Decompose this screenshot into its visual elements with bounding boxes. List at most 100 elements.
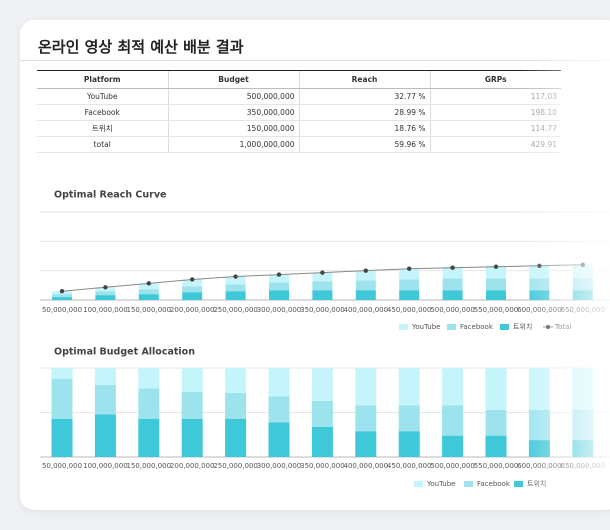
- chart-title: Optimal Reach Curve: [54, 190, 166, 201]
- bar-segment: [485, 368, 507, 410]
- bar-segment: [355, 405, 377, 432]
- bar-segment: [51, 378, 73, 419]
- table-cell: 18.76 %: [298, 120, 430, 137]
- bar-segment: [485, 435, 507, 457]
- total-point: [493, 264, 499, 269]
- bar-segment: [312, 281, 333, 291]
- legend-label: YouTube: [411, 323, 440, 331]
- page-title: 온라인 영상 최적 예산 배분 결과: [38, 38, 244, 56]
- bar-segment: [225, 368, 247, 393]
- table-cell: total: [37, 136, 168, 153]
- bar-segment: [268, 396, 290, 423]
- legend-label: Facebook: [460, 323, 494, 331]
- bar-segment: [225, 418, 247, 457]
- legend-swatch: [464, 481, 473, 487]
- bar-segment: [398, 368, 420, 406]
- bar-segment: [268, 368, 290, 397]
- legend-label: YouTube: [426, 480, 455, 488]
- bar-segment: [269, 282, 289, 291]
- x-tick-label: 50,000,000: [42, 306, 82, 314]
- table-cell: 1,000,000,000: [167, 136, 299, 153]
- x-tick-label: 350,000,000: [300, 306, 345, 314]
- divider: [20, 60, 610, 61]
- bar-segment: [94, 368, 116, 385]
- bar-segment: [95, 295, 116, 300]
- total-point: [450, 265, 455, 270]
- bar-segment: [442, 368, 464, 406]
- x-tick-label: 50,000,000: [42, 462, 82, 470]
- result-table: Platform Budget Reach GRPs YouTube 500,000,00…: [37, 70, 561, 153]
- bar-segment: [311, 426, 333, 457]
- x-tick-label: 100,000,000: [83, 462, 128, 470]
- x-tick-label: 500,000,000: [430, 462, 475, 470]
- bar-segment: [311, 368, 333, 401]
- bar-segment: [52, 297, 72, 300]
- bar-segment: [269, 274, 289, 283]
- bar-segment: [398, 431, 420, 457]
- bar-segment: [442, 290, 463, 300]
- bar-segment: [312, 272, 333, 282]
- chart-title: Optimal Budget Allocation: [54, 347, 195, 358]
- x-tick-label: 250,000,000: [213, 306, 258, 314]
- bar-segment: [138, 283, 159, 290]
- x-tick-label: 450,000,000: [387, 462, 432, 470]
- x-tick-label: 150,000,000: [127, 306, 172, 314]
- bar-segment: [138, 289, 159, 295]
- bar-segment: [268, 422, 290, 457]
- bar-segment: [311, 400, 333, 427]
- bar-segment: [442, 266, 463, 279]
- x-tick-label: 400,000,000: [344, 306, 389, 314]
- bar-segment: [181, 368, 203, 393]
- table-cell: 59.96 %: [298, 136, 430, 153]
- x-tick-label: 550,000,000: [474, 306, 519, 314]
- bar-segment: [442, 278, 463, 291]
- bar-segment: [399, 279, 420, 291]
- bar-segment: [485, 409, 507, 436]
- bar-segment: [355, 270, 376, 281]
- legend-swatch: [514, 481, 523, 487]
- bar-segment: [398, 405, 420, 432]
- table-cell: YouTube: [37, 88, 168, 105]
- x-tick-label: 200,000,000: [170, 462, 215, 470]
- table-cell: Facebook: [37, 104, 168, 121]
- bar-segment: [138, 388, 160, 419]
- bar-segment: [355, 431, 377, 457]
- table-cell: 32.77 %: [298, 88, 430, 105]
- table-cell: 350,000,000: [167, 104, 299, 121]
- bar-segment: [138, 368, 160, 389]
- bar-segment: [399, 268, 420, 280]
- bar-segment: [269, 290, 289, 300]
- bar-segment: [486, 290, 506, 300]
- x-tick-label: 450,000,000: [387, 306, 432, 314]
- bar-segment: [442, 435, 464, 457]
- x-tick-label: 500,000,000: [430, 306, 475, 314]
- table-cell: 트위치: [37, 120, 168, 137]
- bar-segment: [355, 280, 376, 291]
- column-header: Platform: [37, 70, 168, 89]
- x-tick-label: 400,000,000: [344, 462, 389, 470]
- bar-segment: [442, 405, 464, 436]
- bar-segment: [225, 392, 247, 419]
- legend-swatch: [500, 324, 509, 330]
- x-tick-label: 550,000,000: [474, 462, 519, 470]
- total-point: [233, 274, 238, 279]
- column-header: Budget: [167, 70, 299, 89]
- bar-segment: [51, 418, 73, 457]
- legend-label: Facebook: [477, 480, 511, 488]
- bar-segment: [355, 290, 376, 300]
- bar-segment: [355, 368, 377, 406]
- total-point: [103, 285, 108, 290]
- bar-segment: [138, 294, 159, 300]
- total-point: [363, 268, 368, 273]
- total-point: [59, 289, 65, 294]
- fade-overlay: [520, 60, 610, 500]
- bar-segment: [94, 414, 116, 457]
- bar-segment: [182, 286, 203, 293]
- table-cell: 28.99 %: [298, 104, 430, 121]
- bar-segment: [181, 418, 203, 457]
- x-tick-label: 300,000,000: [257, 306, 302, 314]
- legend-swatch: [447, 324, 456, 330]
